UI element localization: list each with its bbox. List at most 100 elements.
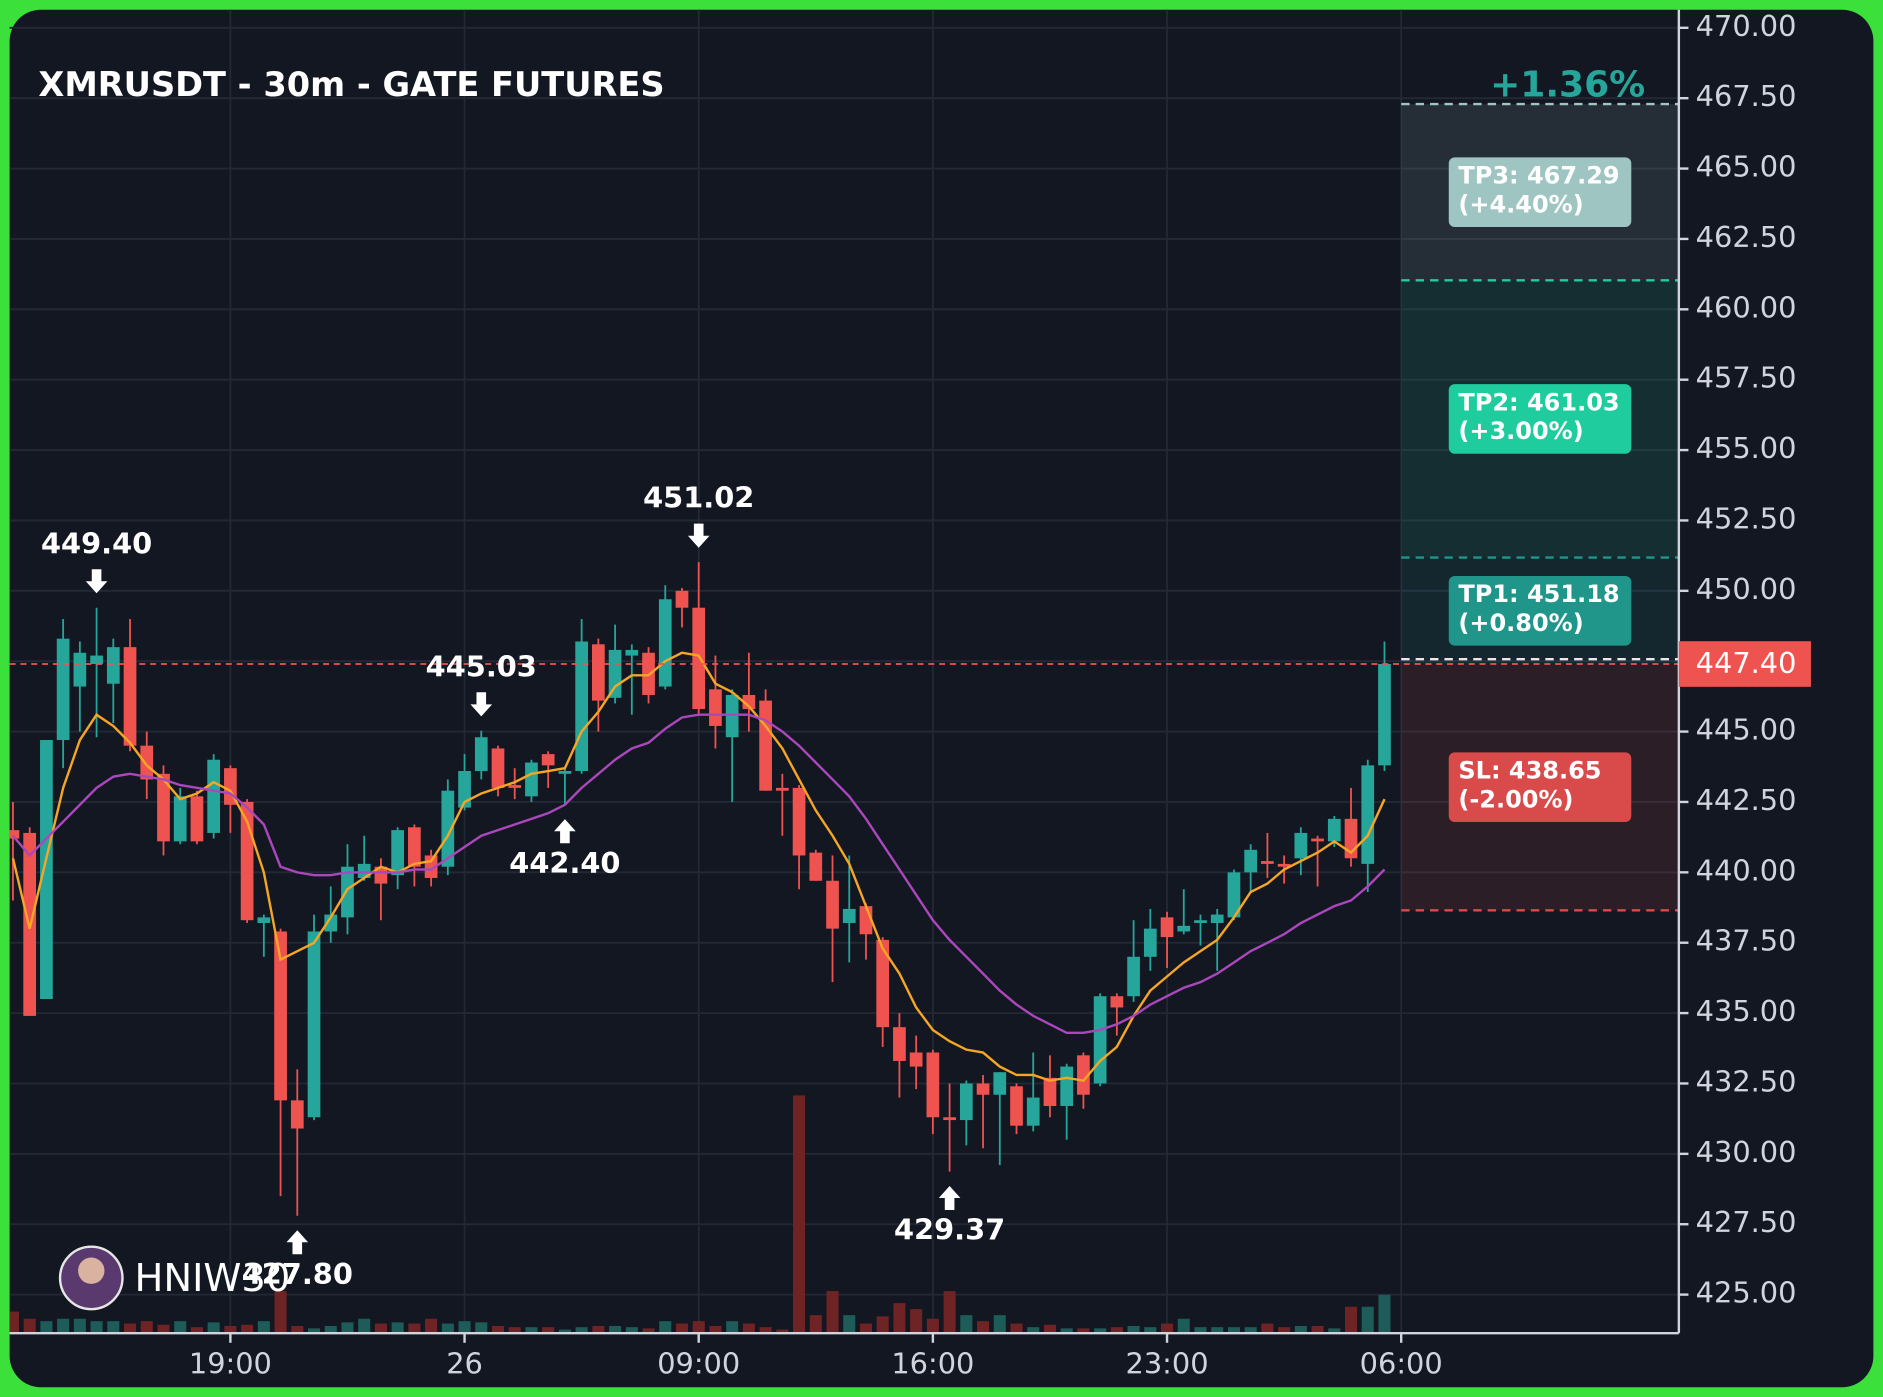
- volume-bar: [776, 1329, 789, 1334]
- volume-bar: [341, 1322, 354, 1334]
- volume-bar: [391, 1322, 404, 1334]
- candle-body: [40, 740, 53, 1000]
- candle-body: [1043, 1077, 1057, 1106]
- chart-title: XMRUSDT - 30m - GATE FUTURES: [38, 65, 664, 104]
- volume-bar: [977, 1321, 990, 1334]
- candle-body: [993, 1072, 1007, 1095]
- volume-bar: [1294, 1325, 1307, 1334]
- y-tick-label: 442.50: [1696, 783, 1797, 817]
- x-tick-label: 19:00: [189, 1347, 272, 1381]
- candle-body: [809, 852, 823, 881]
- volume-bar: [274, 1291, 287, 1334]
- candle-body: [458, 770, 471, 808]
- volume-bar: [190, 1327, 203, 1334]
- candle-body: [374, 866, 388, 884]
- volume-bar: [859, 1323, 872, 1334]
- candle-body: [926, 1052, 940, 1118]
- y-tick-label: 437.50: [1696, 924, 1797, 958]
- volume-bar: [525, 1327, 538, 1334]
- volume-bar: [1345, 1306, 1358, 1334]
- candle-body: [1277, 863, 1291, 867]
- candle-body: [257, 917, 271, 924]
- candle-body: [508, 785, 522, 788]
- volume-bar: [1378, 1294, 1391, 1334]
- volume-bar: [9, 1311, 19, 1334]
- candle-body: [341, 866, 354, 918]
- candle-body: [709, 689, 722, 726]
- volume-bar: [124, 1323, 137, 1334]
- volume-bar: [843, 1315, 856, 1334]
- candle-body: [1093, 996, 1107, 1084]
- x-tick-label: 06:00: [1360, 1347, 1443, 1381]
- volume-bar: [508, 1327, 521, 1334]
- volume-bar: [174, 1321, 187, 1334]
- candle-body: [391, 830, 405, 876]
- candle-body: [1177, 925, 1191, 932]
- grid: [9, 9, 1679, 1334]
- volume-bar: [90, 1321, 103, 1334]
- volume-bar: [742, 1323, 755, 1334]
- volume-bar: [1094, 1328, 1107, 1334]
- volume-bar: [491, 1325, 505, 1334]
- volume-bar: [140, 1321, 153, 1334]
- candle-body: [959, 1083, 973, 1121]
- candle-body: [742, 694, 756, 710]
- volume-bar: [291, 1325, 304, 1334]
- volume-bar: [157, 1324, 170, 1334]
- y-tick-label: 435.00: [1696, 994, 1797, 1028]
- volume-bar: [1077, 1328, 1090, 1334]
- candle-body: [106, 647, 120, 684]
- candle-body: [1327, 818, 1341, 842]
- volume-bar: [726, 1321, 739, 1334]
- y-tick-label: 470.00: [1696, 9, 1797, 43]
- volume-bar: [592, 1325, 605, 1334]
- candle-body: [324, 914, 338, 932]
- candle-body: [976, 1083, 990, 1095]
- marker-label: 449.40: [41, 526, 152, 560]
- volume-bar: [926, 1318, 939, 1334]
- candle-body: [307, 931, 321, 1118]
- level-label: TP1: 451.18: [1458, 580, 1619, 608]
- candle-body: [1361, 765, 1375, 864]
- volume-bar: [73, 1318, 86, 1334]
- volume-bar: [692, 1321, 705, 1334]
- candle-body: [1261, 861, 1274, 864]
- change-label: +1.36%: [1490, 65, 1645, 106]
- candle-body: [826, 880, 839, 929]
- candle-body: [1010, 1086, 1023, 1126]
- level-label: SL: 438.65: [1458, 757, 1601, 785]
- candle-body: [1143, 928, 1157, 957]
- volume-bar: [1027, 1327, 1040, 1334]
- volume-bar: [1060, 1328, 1073, 1334]
- candle-body: [592, 644, 605, 701]
- candle-body: [491, 748, 505, 788]
- y-tick-label: 445.00: [1696, 713, 1797, 747]
- candle-body: [441, 790, 455, 867]
- volume-bar: [374, 1323, 387, 1334]
- candle-body: [575, 641, 588, 771]
- level-pct-label: (+3.00%): [1458, 417, 1583, 445]
- marker-arrow: [85, 569, 108, 594]
- volume-bar: [1127, 1325, 1140, 1334]
- y-tick-label: 457.50: [1696, 361, 1797, 395]
- candle-body: [792, 787, 806, 856]
- candle-body: [692, 607, 706, 710]
- volume-bar: [40, 1321, 53, 1334]
- y-tick-label: 427.50: [1696, 1205, 1797, 1239]
- marker-label: 442.40: [509, 846, 620, 880]
- candle-body: [123, 647, 137, 746]
- candle-body: [658, 599, 672, 687]
- candle-body: [1227, 872, 1241, 918]
- x-tick-label: 23:00: [1126, 1347, 1209, 1381]
- candle-body: [274, 931, 287, 1101]
- y-tick-label: 430.00: [1696, 1135, 1797, 1169]
- candle-body: [1378, 664, 1391, 766]
- candle-body: [842, 908, 856, 924]
- volume-bar: [241, 1324, 254, 1334]
- candle-body: [909, 1052, 923, 1067]
- candle-body: [56, 638, 70, 741]
- y-tick-label: 450.00: [1696, 572, 1797, 606]
- volume-bar: [1261, 1323, 1274, 1334]
- candle-body: [474, 737, 488, 771]
- volume-bar: [358, 1318, 371, 1334]
